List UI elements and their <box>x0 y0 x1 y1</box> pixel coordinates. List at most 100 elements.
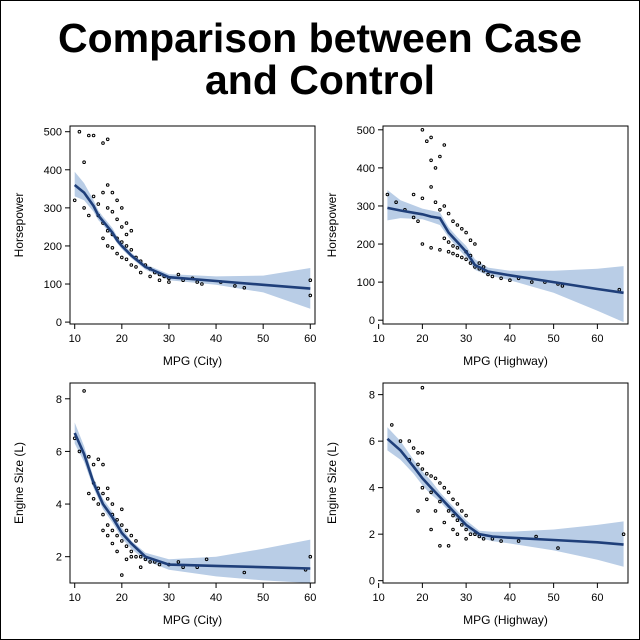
scatter-point <box>101 141 105 145</box>
scatter-point <box>468 261 473 265</box>
scatter-point <box>129 554 134 559</box>
y-tick-label: 4 <box>56 499 62 511</box>
scatter-point <box>516 539 521 543</box>
scatter-point <box>148 274 152 279</box>
scatter-point <box>385 192 390 197</box>
y-tick-label: 200 <box>44 241 62 253</box>
x-tick-label: 30 <box>163 333 175 345</box>
scatter-point <box>438 481 442 485</box>
scatter-point <box>110 541 115 546</box>
scatter-point <box>77 129 82 134</box>
scatter-point <box>105 486 110 491</box>
x-tick-label: 50 <box>257 333 269 345</box>
x-axis-label: MPG (Highway) <box>463 354 548 368</box>
scatter-point <box>420 467 425 471</box>
y-tick-label: 300 <box>44 203 62 215</box>
scatter-point <box>120 206 124 210</box>
scatter-point <box>429 527 433 532</box>
scatter-point <box>120 507 124 512</box>
scatter-point <box>120 573 124 577</box>
scatter-point <box>499 276 503 281</box>
scatter-point <box>157 562 162 567</box>
scatter-point <box>148 560 152 564</box>
scatter-point <box>91 133 96 138</box>
scatter-point <box>308 278 313 283</box>
scatter-point <box>420 451 425 455</box>
y-axis-label: Horsepower <box>12 193 26 258</box>
x-tick-label: 40 <box>210 333 222 345</box>
scatter-point <box>460 255 464 260</box>
x-tick-label: 10 <box>373 592 385 604</box>
scatter-point <box>120 240 124 244</box>
scatter-point <box>420 196 425 201</box>
scatter-point <box>446 240 451 244</box>
x-tick-label: 20 <box>116 333 128 345</box>
y-tick-label: 8 <box>56 394 62 406</box>
y-axis-label: Engine Size (L) <box>12 442 26 524</box>
y-tick-label: 200 <box>357 239 375 251</box>
scatter-point <box>442 204 447 208</box>
x-tick-label: 40 <box>504 333 516 345</box>
y-axis-label: Engine Size (L) <box>325 442 339 524</box>
scatter-point <box>242 286 247 290</box>
scatter-point <box>468 532 473 537</box>
scatter-point <box>438 208 442 212</box>
scatter-point <box>442 485 447 490</box>
scatter-point <box>308 293 313 298</box>
scatter-point <box>96 457 101 462</box>
x-tick-label: 50 <box>548 333 560 345</box>
scatter-point <box>91 497 96 501</box>
scatter-point <box>195 280 199 284</box>
scatter-point <box>105 244 110 248</box>
scatter-point <box>460 523 464 527</box>
scatter-point <box>129 248 134 252</box>
scatter-point <box>120 523 124 527</box>
scatter-point <box>460 227 464 231</box>
y-tick-label: 400 <box>44 165 62 177</box>
scatter-point <box>438 248 442 252</box>
x-tick-label: 20 <box>116 592 128 604</box>
scatter-point <box>129 533 134 538</box>
fit-line <box>73 183 311 290</box>
y-tick-label: 500 <box>44 127 62 139</box>
scatter-point <box>416 219 420 223</box>
scatter-point <box>455 532 460 537</box>
scatter-point <box>105 497 110 501</box>
scatter-point <box>110 209 115 214</box>
scatter-point <box>96 502 101 506</box>
panel-4: 10 20 30 40 50 60 0 2 4 6 8 MPG (Highway) Engine Siz… <box>325 382 629 627</box>
scatter-point <box>101 528 105 533</box>
panel-1: 10 20 30 40 50 60 0 100 200 300 400 500 MPG (City) Ho… <box>12 125 316 368</box>
scatter-point <box>442 236 447 241</box>
scatter-point <box>87 454 91 459</box>
scatter-point <box>105 523 110 527</box>
x-tick-label: 20 <box>416 592 428 604</box>
y-tick-label: 100 <box>44 279 62 291</box>
scatter-point <box>429 474 433 478</box>
scatter-point <box>429 490 433 495</box>
scatter-point <box>455 223 460 227</box>
scatter-point <box>442 143 447 147</box>
x-tick-label: 40 <box>504 592 516 604</box>
scatter-point <box>438 499 442 504</box>
scatter-point <box>115 533 119 538</box>
scatter-point <box>138 270 143 275</box>
scatter-point <box>115 518 119 522</box>
fit-line <box>73 432 311 570</box>
scatter-point <box>124 557 129 562</box>
plot-frame <box>382 382 629 584</box>
confidence-band <box>387 190 624 323</box>
scatter-point <box>420 485 425 490</box>
scatter-point <box>446 249 451 254</box>
y-tick-label: 100 <box>357 277 375 289</box>
scatter-point <box>508 278 512 283</box>
plot-frame <box>69 125 316 325</box>
scatter-point <box>438 154 442 159</box>
scatter-point <box>464 513 468 518</box>
scatter-point <box>429 246 433 250</box>
scatter-point <box>105 206 110 210</box>
scatter-point <box>91 194 96 199</box>
scatter-point <box>455 253 460 258</box>
scatter-point <box>442 520 447 525</box>
scatter-point <box>451 527 455 532</box>
